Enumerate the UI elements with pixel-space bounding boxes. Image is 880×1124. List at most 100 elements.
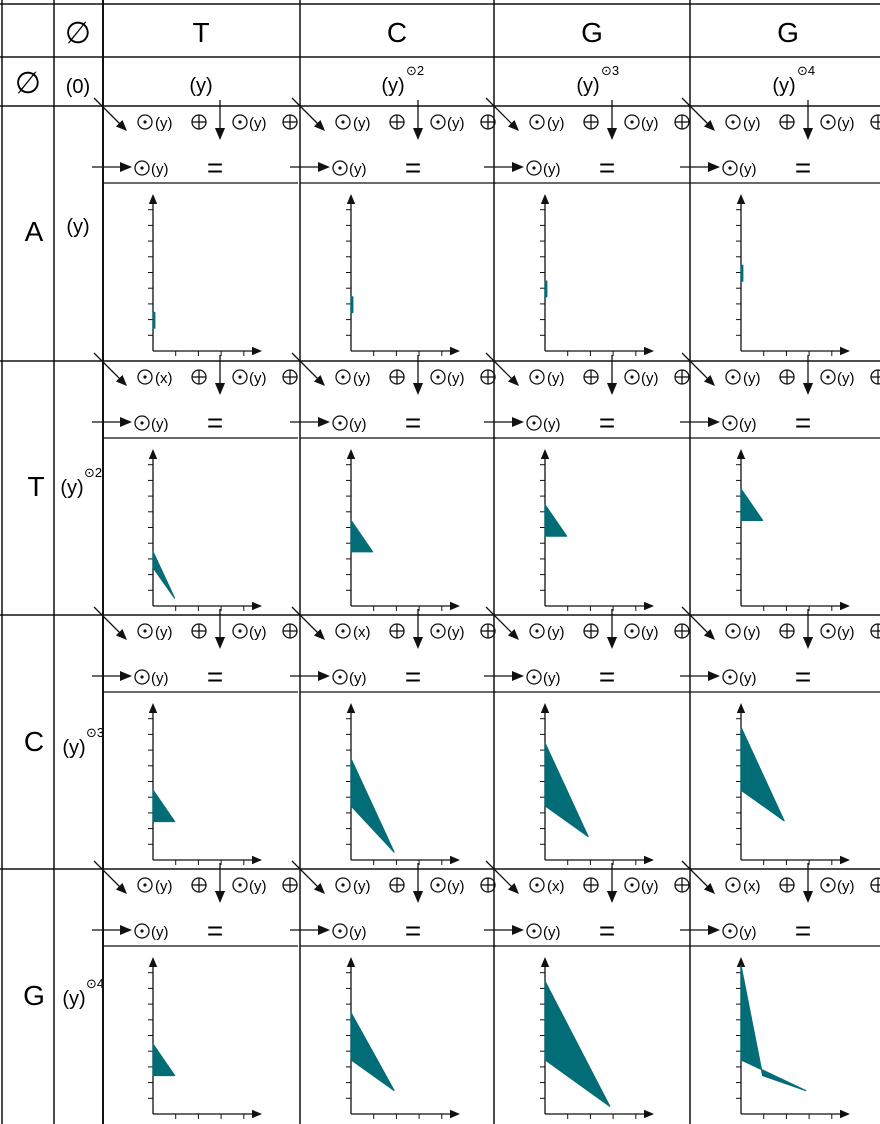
second-operand-label: (y)	[837, 624, 855, 641]
circled-dot-icon	[137, 623, 153, 639]
second-operand-label: (y)	[641, 370, 659, 387]
down-arrow-head	[802, 383, 814, 395]
result-arrow-head	[708, 670, 720, 682]
cell-r2-c4: (y) (y) (y) =	[680, 352, 880, 611]
circled-plus-icon	[674, 877, 690, 893]
diagonal-arrow-head	[703, 374, 715, 386]
result-label: (y)	[151, 670, 169, 687]
y-axis-arrow-icon	[540, 194, 550, 204]
corner-empty-set-icon: ∅	[65, 17, 91, 50]
row-header-3: C	[24, 726, 44, 757]
diagonal-arrow-head	[703, 119, 715, 131]
result-label: (y)	[739, 416, 757, 433]
circled-dot-icon	[624, 877, 640, 893]
first-operand-label: (y)	[547, 370, 565, 387]
circled-dot-icon	[526, 415, 542, 431]
diagonal-arrow-line	[681, 860, 713, 892]
diagonal-arrow-line	[485, 860, 517, 892]
region-shape	[544, 742, 589, 838]
region-shape	[152, 789, 176, 823]
y-axis-arrow-icon	[148, 703, 158, 713]
column-subheader-4-sup: ⊙4	[797, 63, 815, 78]
result-arrow-head	[512, 416, 524, 428]
y-axis-arrow-icon	[346, 194, 356, 204]
cell-r1-c3: (y) (y) (y) =	[484, 97, 690, 356]
equals-icon: =	[405, 152, 421, 183]
circled-dot-icon	[134, 923, 150, 939]
cell-r2-c1: (x) (y) (y) =	[92, 352, 298, 611]
column-header-3: G	[581, 17, 603, 48]
diagonal-arrow-line	[681, 97, 713, 129]
result-arrow-head	[512, 161, 524, 173]
circled-dot-icon	[725, 623, 741, 639]
row-header-4: G	[23, 980, 45, 1011]
circled-dot-icon	[722, 160, 738, 176]
equals-icon: =	[207, 407, 223, 438]
circled-dot-icon	[430, 877, 446, 893]
region-shape	[740, 726, 785, 822]
circled-dot-icon	[820, 369, 836, 385]
circled-plus-icon	[779, 877, 795, 893]
circled-plus-icon	[480, 877, 496, 893]
circled-dot-icon	[134, 160, 150, 176]
second-operand-label: (y)	[249, 878, 267, 895]
circled-plus-icon	[870, 114, 880, 130]
cell-r1-c4: (y) (y) (y) =	[680, 97, 880, 356]
row-subheader-2: (y)	[60, 477, 83, 499]
column-header-2: C	[387, 17, 407, 48]
region-shape	[544, 980, 611, 1107]
diagonal-arrow-head	[313, 374, 325, 386]
first-operand-label: (y)	[743, 624, 761, 641]
column-subheader-3: (y)	[576, 75, 599, 97]
circled-dot-icon	[430, 623, 446, 639]
circled-plus-icon	[389, 369, 405, 385]
first-operand-label: (y)	[743, 370, 761, 387]
region-shape	[740, 964, 807, 1092]
first-operand-label: (y)	[353, 115, 371, 132]
result-arrow-head	[120, 924, 132, 936]
region-shape	[152, 551, 176, 599]
circled-dot-icon	[526, 669, 542, 685]
x-axis-arrow-icon	[252, 1109, 262, 1119]
column-subheader-3-sup: ⊙3	[601, 63, 619, 78]
x-axis-arrow-icon	[840, 601, 850, 611]
first-operand-label: (x)	[547, 878, 565, 895]
column-subheader-4: (y)	[772, 75, 795, 97]
cell-r1-c1: (y) (y) (y) =	[92, 97, 298, 356]
circled-plus-icon	[282, 114, 298, 130]
circled-plus-icon	[480, 623, 496, 639]
circled-dot-icon	[335, 877, 351, 893]
region-shape	[350, 519, 374, 553]
diagonal-arrow-line	[93, 352, 125, 384]
y-axis-arrow-icon	[540, 957, 550, 967]
circled-plus-icon	[389, 877, 405, 893]
diagonal-arrow-line	[93, 97, 125, 129]
y-axis-arrow-icon	[736, 449, 746, 459]
cell-r2-c3: (y) (y) (y) =	[484, 352, 690, 611]
result-arrow-head	[318, 161, 330, 173]
circled-dot-icon	[137, 877, 153, 893]
diagonal-arrow-head	[115, 119, 127, 131]
cell-r3-c2: (x) (y) (y) =	[290, 606, 496, 865]
down-arrow-head	[802, 891, 814, 903]
cell-r4-c1: (y) (y) (y) =	[92, 860, 298, 1119]
circled-dot-icon	[430, 369, 446, 385]
row-subheader-2-sup: ⊙2	[84, 465, 102, 480]
row0-label: (0)	[66, 76, 90, 98]
circled-dot-icon	[722, 669, 738, 685]
diagonal-arrow-line	[681, 352, 713, 384]
result-label: (y)	[543, 161, 561, 178]
circled-dot-icon	[232, 369, 248, 385]
row0-empty-set-icon: ∅	[15, 67, 41, 100]
region-shape	[740, 264, 744, 282]
second-operand-label: (y)	[641, 878, 659, 895]
column-header-1: T	[192, 17, 209, 48]
circled-plus-icon	[480, 369, 496, 385]
x-axis-arrow-icon	[840, 346, 850, 356]
cell-r3-c1: (y) (y) (y) =	[92, 606, 298, 865]
diagonal-arrow-head	[507, 882, 519, 894]
down-arrow-head	[606, 383, 618, 395]
result-arrow-head	[512, 670, 524, 682]
diagonal-arrow-line	[291, 860, 323, 892]
